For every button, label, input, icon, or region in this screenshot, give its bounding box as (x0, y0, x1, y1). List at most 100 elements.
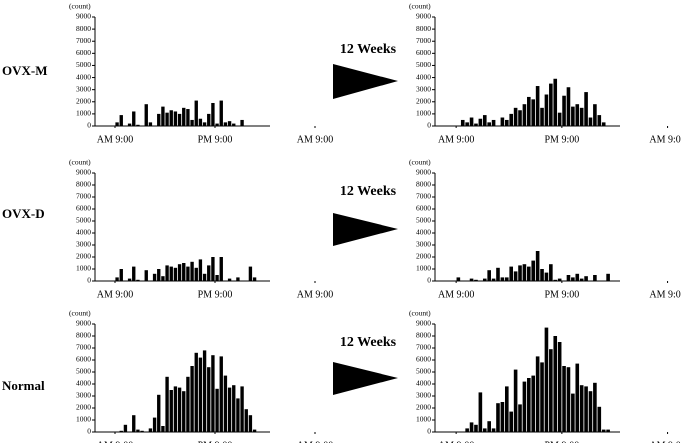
y-tick-label: 9000 (76, 12, 91, 21)
bar (227, 278, 232, 281)
bar (544, 327, 549, 432)
y-tick-label: 3000 (76, 240, 91, 249)
bar (474, 279, 478, 281)
bar (540, 362, 544, 432)
bar (553, 336, 558, 432)
y-tick-label: 7000 (416, 36, 431, 45)
x-tick-label: AM 9:00 (97, 134, 133, 145)
bar (504, 119, 509, 126)
y-tick-label: 3000 (76, 84, 91, 93)
arrow-label: 12 Weeks (340, 335, 397, 350)
bar (157, 394, 161, 432)
bar (132, 415, 136, 432)
bar (478, 118, 483, 126)
bar (557, 112, 562, 126)
bar (496, 403, 500, 432)
y-tick-label: 6000 (416, 355, 431, 364)
bar (540, 269, 544, 281)
y-tick-label: 8000 (76, 180, 91, 189)
bar (482, 428, 487, 432)
bar (152, 417, 157, 432)
bar (165, 265, 169, 281)
y-tick-label: 3000 (416, 240, 431, 249)
bar (496, 267, 500, 281)
bar (127, 123, 132, 126)
bar (132, 111, 136, 126)
bar (252, 429, 257, 432)
y-tick-label: 5000 (416, 60, 431, 69)
bar (500, 117, 505, 126)
bar (232, 385, 236, 432)
bar (513, 107, 518, 126)
y-tick-label: 7000 (416, 343, 431, 352)
bar (115, 277, 119, 281)
bar (119, 269, 123, 281)
bar (219, 257, 223, 281)
bar (132, 266, 136, 281)
bar (487, 270, 491, 281)
bar (190, 119, 194, 126)
bar (527, 266, 531, 281)
bar (606, 429, 610, 432)
bar (148, 122, 153, 126)
bar (194, 352, 198, 432)
bar (202, 273, 207, 281)
bar (173, 386, 178, 432)
y-axis-label: (count) (409, 309, 431, 318)
bar (579, 385, 584, 432)
x-tick-label: PM 9:00 (198, 440, 233, 443)
bar (601, 429, 606, 432)
bar (144, 270, 148, 281)
y-tick-label: 9000 (416, 319, 431, 328)
bar (136, 429, 140, 432)
bar (562, 366, 566, 432)
bar (215, 275, 219, 281)
bar (500, 402, 505, 432)
y-tick-label: 1000 (416, 109, 431, 118)
x-tick-label: AM 9:00 (297, 289, 333, 300)
bar (544, 94, 549, 126)
bar (211, 355, 215, 432)
bar (194, 100, 198, 126)
bar (236, 398, 240, 432)
bar (252, 277, 257, 281)
x-tick-label: AM 9:00 (438, 289, 474, 300)
x-tick-label: AM 9:00 (297, 440, 333, 443)
bar (597, 115, 602, 126)
y-tick-label: 8000 (76, 331, 91, 340)
y-tick-label: 4000 (416, 72, 431, 81)
bar (157, 269, 161, 281)
bar (593, 275, 597, 281)
row-label: Normal (2, 378, 45, 393)
y-tick-label: 6000 (76, 48, 91, 57)
bar (177, 387, 182, 432)
arrow (333, 362, 398, 395)
bar (566, 367, 571, 432)
bar (491, 119, 496, 126)
bar (227, 121, 232, 126)
bar (513, 271, 518, 281)
bar (465, 428, 469, 432)
bar (562, 95, 566, 126)
x-tick-label: PM 9:00 (198, 134, 233, 145)
y-tick-label: 2000 (416, 403, 431, 412)
bar (566, 87, 571, 126)
x-tick-label: AM 9:00 (438, 134, 474, 145)
y-axis-label: (count) (69, 158, 91, 167)
bar (186, 266, 190, 281)
bar (513, 369, 518, 432)
y-tick-label: 5000 (76, 216, 91, 225)
bar (219, 356, 223, 432)
y-tick-label: 6000 (416, 204, 431, 213)
bar (190, 366, 194, 432)
y-tick-label: 0 (427, 121, 431, 130)
y-tick-label: 2000 (76, 96, 91, 105)
x-tick-label: PM 9:00 (544, 440, 579, 443)
bar (518, 404, 522, 432)
bar (535, 86, 540, 126)
y-tick-label: 0 (87, 121, 91, 130)
bar (491, 428, 496, 432)
bar (186, 376, 190, 432)
y-tick-label: 3000 (416, 391, 431, 400)
bar (588, 117, 593, 126)
